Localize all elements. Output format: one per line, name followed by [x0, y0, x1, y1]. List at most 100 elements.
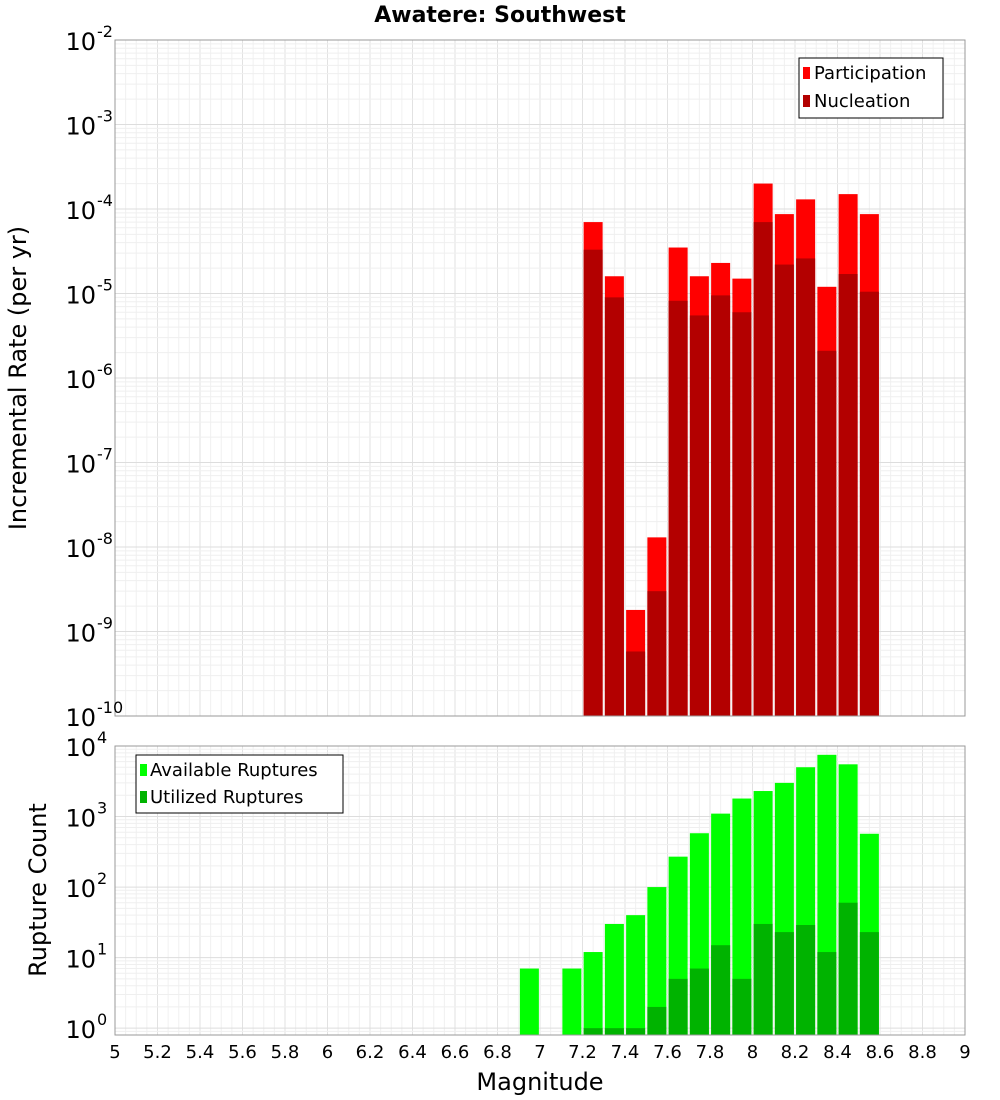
top-bar-nucleation [647, 591, 667, 716]
top-ytick: 10 -9 [65, 614, 113, 648]
top-ytick-base: 10 [65, 535, 96, 563]
top-y-ticks: 10-210-310-410-510-610-710-810-910-10 [65, 22, 123, 732]
bottom-x-ticks: 5 5.2 5.4 5.6 5.8 6 6.2 6.4 6.6 6.8 7 7.2 7.4 7.6 7.8 8… [109, 1042, 970, 1063]
bottom-bar-available-ruptures [647, 887, 667, 1035]
x-tick-label: 6.2 [356, 1042, 385, 1063]
top-bar-nucleation [626, 651, 646, 716]
legend-swatch-nucleation [803, 95, 810, 107]
bottom-bar-available-ruptures [626, 915, 646, 1035]
x-tick-label: 8.4 [823, 1042, 852, 1063]
top-bar-nucleation [604, 297, 624, 716]
top-legend: Participation Nucleation [798, 57, 944, 119]
bottom-y-axis-label: Rupture Count [24, 803, 52, 977]
top-ytick: 10 -10 [65, 698, 123, 732]
top-bar-nucleation [817, 350, 837, 716]
top-ytick: 10 -8 [65, 529, 113, 563]
top-bar-nucleation [859, 291, 879, 716]
top-y-axis-label: Incremental Rate (per yr) [4, 226, 32, 530]
bottom-bar-utilized-ruptures [796, 925, 816, 1035]
bottom-ytick-base: 10 [65, 734, 96, 762]
bottom-bar-utilized-ruptures [732, 978, 752, 1035]
x-tick-label: 5.2 [143, 1042, 172, 1063]
bottom-bar-available-ruptures [519, 968, 539, 1035]
top-ytick: 10 -6 [65, 360, 113, 394]
x-tick-label: 7.8 [696, 1042, 725, 1063]
top-ytick-exp: -10 [97, 698, 123, 717]
bottom-ytick-base: 10 [65, 1016, 96, 1044]
bottom-ytick: 10 2 [65, 869, 107, 903]
x-tick-label: 7 [534, 1042, 545, 1063]
bottom-bar-utilized-ruptures [753, 923, 773, 1035]
top-ytick-base: 10 [65, 620, 96, 648]
top-ytick: 10 -5 [65, 276, 113, 310]
x-tick-label: 5.4 [186, 1042, 215, 1063]
top-plot-frame [114, 39, 966, 717]
top-ytick: 10 -7 [65, 445, 113, 479]
bottom-ytick-exp: 0 [97, 1010, 107, 1029]
x-tick-label: 5.6 [228, 1042, 257, 1063]
top-ytick-exp: -3 [97, 107, 113, 126]
bottom-bar-available-ruptures [583, 952, 603, 1035]
bottom-ytick: 10 4 [65, 728, 107, 762]
legend-swatch-utilized [140, 791, 147, 803]
top-bar-nucleation [796, 258, 816, 716]
x-tick-label: 5 [109, 1042, 120, 1063]
chart-title: Awatere: Southwest [374, 3, 626, 28]
top-bar-nucleation [838, 274, 858, 716]
x-tick-label: 7.4 [611, 1042, 640, 1063]
top-gridlines [114, 39, 966, 717]
legend-swatch-available [140, 764, 147, 776]
x-tick-label: 6.8 [483, 1042, 512, 1063]
top-legend-box [798, 57, 944, 119]
bottom-bar-utilized-ruptures [689, 968, 709, 1035]
bottom-plot-frame [114, 745, 966, 1036]
x-axis-label: Magnitude [476, 1068, 603, 1096]
x-tick-label: 6 [322, 1042, 333, 1063]
bottom-legend: Available Ruptures Utilized Ruptures [135, 754, 344, 814]
bottom-bar-utilized-ruptures [626, 1028, 646, 1035]
bottom-ytick-exp: 4 [97, 728, 107, 747]
top-ytick-exp: -5 [97, 276, 113, 295]
bottom-bar-utilized-ruptures [583, 1028, 603, 1035]
legend-label-nucleation: Nucleation [814, 91, 910, 112]
bottom-bar-available-ruptures [562, 968, 582, 1035]
bottom-bar-utilized-ruptures [774, 932, 794, 1035]
bottom-bar-utilized-ruptures [668, 978, 688, 1035]
x-tick-label: 8 [747, 1042, 758, 1063]
top-ytick-base: 10 [65, 366, 96, 394]
x-tick-label: 7.6 [653, 1042, 682, 1063]
top-ytick-exp: -4 [97, 191, 113, 210]
bottom-bar-available-ruptures [732, 798, 752, 1035]
top-ytick-base: 10 [65, 197, 96, 225]
top-bar-nucleation [711, 295, 731, 716]
top-ytick-exp: -7 [97, 445, 113, 464]
top-ytick-exp: -6 [97, 360, 113, 379]
top-bar-nucleation [732, 312, 752, 716]
x-tick-label: 7.2 [568, 1042, 597, 1063]
top-ytick-base: 10 [65, 113, 96, 141]
top-bar-nucleation [774, 264, 794, 716]
bottom-ytick-exp: 3 [97, 799, 107, 818]
bottom-bars [519, 754, 879, 1035]
top-ytick-exp: -2 [97, 22, 113, 41]
bottom-ytick: 10 3 [65, 799, 107, 833]
x-tick-label: 5.8 [271, 1042, 300, 1063]
bottom-bar-utilized-ruptures [817, 952, 837, 1035]
bottom-legend-box [135, 754, 344, 814]
bottom-bar-utilized-ruptures [838, 902, 858, 1035]
bottom-bar-utilized-ruptures [711, 945, 731, 1035]
top-bar-nucleation [583, 249, 603, 716]
legend-label-available: Available Ruptures [150, 760, 318, 781]
top-ytick-exp: -9 [97, 614, 113, 633]
bottom-ytick: 10 0 [65, 1010, 107, 1044]
bottom-bar-utilized-ruptures [859, 932, 879, 1035]
top-ytick: 10 -4 [65, 191, 113, 225]
top-ytick-base: 10 [65, 451, 96, 479]
x-tick-label: 8.8 [908, 1042, 937, 1063]
top-ytick-base: 10 [65, 704, 96, 732]
top-ytick: 10 -3 [65, 107, 113, 141]
x-tick-label: 8.6 [866, 1042, 895, 1063]
bottom-ytick-base: 10 [65, 805, 96, 833]
x-tick-label: 8.2 [781, 1042, 810, 1063]
